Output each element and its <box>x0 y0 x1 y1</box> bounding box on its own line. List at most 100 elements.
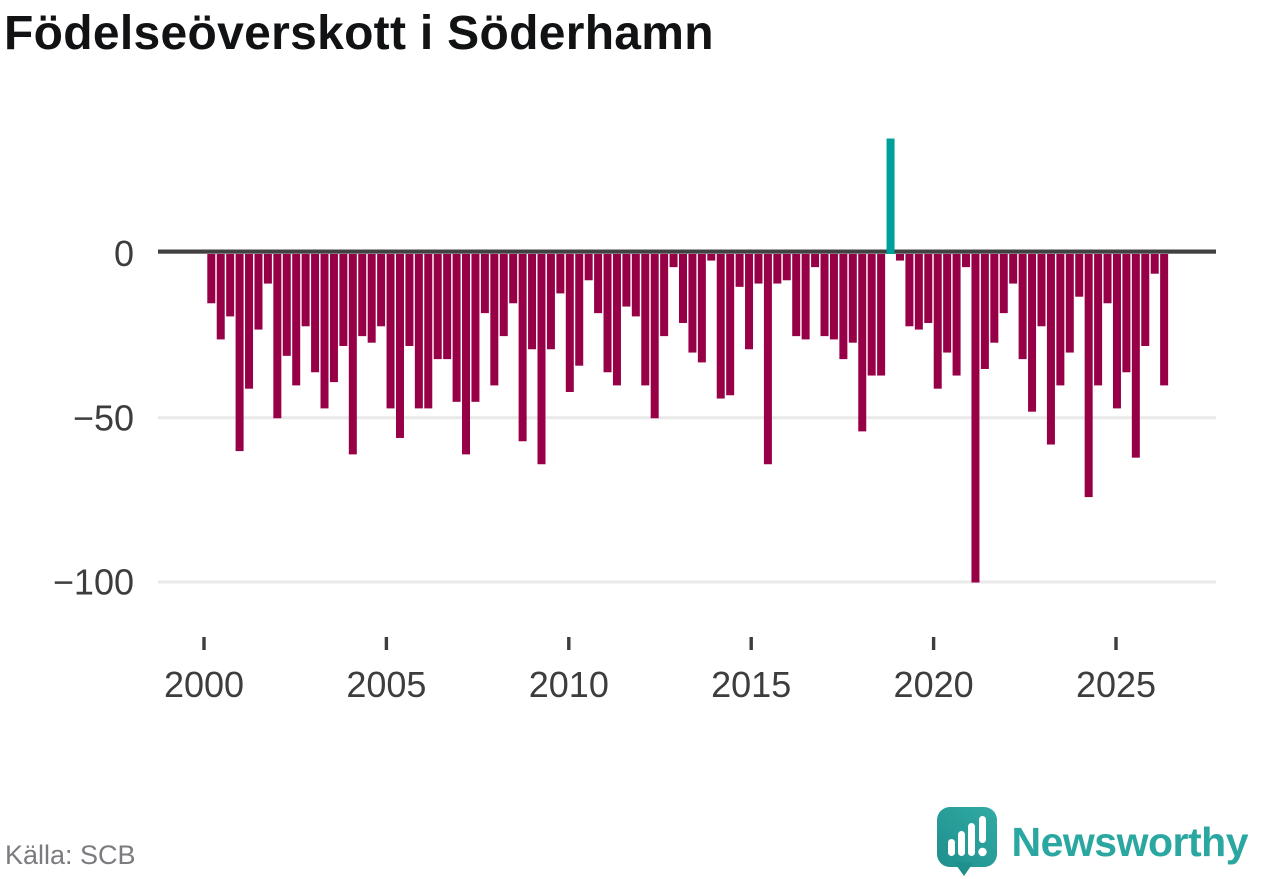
bar <box>518 254 527 442</box>
x-tick-label: 2020 <box>894 664 974 705</box>
bar <box>631 254 640 317</box>
newsworthy-wordmark: Newsworthy <box>1011 818 1249 865</box>
birth-surplus-bar-chart: 0 −50 −100 2000 2005 2010 2015 2020 2025 <box>53 138 1216 705</box>
bar <box>688 254 697 353</box>
bar <box>707 254 716 261</box>
bar <box>1141 254 1150 346</box>
bar <box>716 254 725 399</box>
bar <box>895 254 904 261</box>
newsworthy-logo: Newsworthy <box>936 806 1249 878</box>
bar <box>424 254 433 409</box>
bar <box>1018 254 1027 360</box>
bar <box>877 254 886 376</box>
bar <box>914 254 923 330</box>
bar <box>528 254 537 350</box>
bar <box>386 254 395 409</box>
bar <box>660 254 669 337</box>
bar <box>235 254 244 452</box>
y-tick-label: 0 <box>114 233 134 274</box>
bar <box>556 254 565 294</box>
bar <box>999 254 1008 314</box>
bar <box>311 254 320 373</box>
gridline <box>158 580 1216 584</box>
bar <box>858 254 867 432</box>
bar <box>1009 254 1018 284</box>
bar <box>584 254 593 281</box>
bar <box>1131 254 1140 458</box>
bar <box>405 254 414 346</box>
y-tick-label: −50 <box>73 397 134 438</box>
x-tick <box>567 637 571 650</box>
bar <box>226 254 235 317</box>
bar <box>1037 254 1046 327</box>
bar <box>565 254 574 392</box>
x-tick <box>202 637 206 650</box>
bar <box>811 254 820 268</box>
bar <box>395 254 404 438</box>
bar <box>452 254 461 402</box>
bar <box>1084 254 1093 498</box>
gridline <box>158 416 1216 420</box>
bar <box>924 254 933 323</box>
bar <box>292 254 301 386</box>
bar <box>763 254 772 465</box>
bar <box>1065 254 1074 353</box>
bar <box>329 254 338 383</box>
bar <box>1028 254 1037 412</box>
bar <box>509 254 518 304</box>
bar <box>669 254 678 268</box>
x-tick-label: 2005 <box>346 664 426 705</box>
bar <box>216 254 225 340</box>
bar <box>207 254 216 304</box>
x-tick-label: 2000 <box>164 664 244 705</box>
bar <box>1122 254 1131 373</box>
x-tick <box>1114 637 1118 650</box>
x-tick <box>749 637 753 650</box>
x-tick-label: 2015 <box>711 664 791 705</box>
bar <box>377 254 386 327</box>
bar <box>622 254 631 307</box>
bar <box>348 254 357 455</box>
bar <box>1150 254 1159 274</box>
bar <box>443 254 452 360</box>
bar <box>1094 254 1103 386</box>
bar <box>782 254 791 281</box>
source-label: Källa: SCB <box>5 840 136 870</box>
bar <box>273 254 282 419</box>
bar <box>612 254 621 386</box>
bar <box>745 254 754 350</box>
bar <box>905 254 914 327</box>
bar <box>254 254 263 330</box>
bar <box>1103 254 1112 304</box>
bar <box>263 254 272 284</box>
bar <box>990 254 999 343</box>
bar <box>773 254 782 284</box>
x-tick <box>931 637 936 650</box>
bar <box>886 138 895 254</box>
bar <box>339 254 348 346</box>
y-tick-label: −100 <box>53 562 134 603</box>
chart-svg: 0 −50 −100 2000 2005 2010 2015 2020 2025 <box>53 138 1216 705</box>
newsworthy-bubble-chart-icon <box>936 807 997 876</box>
bar <box>282 254 291 356</box>
bar <box>575 254 584 366</box>
bar <box>245 254 254 389</box>
bar <box>952 254 961 376</box>
bar <box>726 254 735 396</box>
bar <box>641 254 650 386</box>
bar <box>499 254 508 337</box>
bar <box>1160 254 1169 386</box>
bar <box>301 254 310 327</box>
chart-title: Födelseöverskott i Söderhamn <box>4 7 714 60</box>
bar <box>1056 254 1065 386</box>
bar <box>433 254 442 360</box>
bar <box>1112 254 1121 409</box>
bar <box>848 254 857 343</box>
bar <box>829 254 838 340</box>
bar <box>679 254 687 323</box>
x-tick-label: 2010 <box>529 664 609 705</box>
bar <box>537 254 546 465</box>
bar <box>1075 254 1084 297</box>
bar <box>735 254 744 287</box>
bar <box>471 254 480 402</box>
